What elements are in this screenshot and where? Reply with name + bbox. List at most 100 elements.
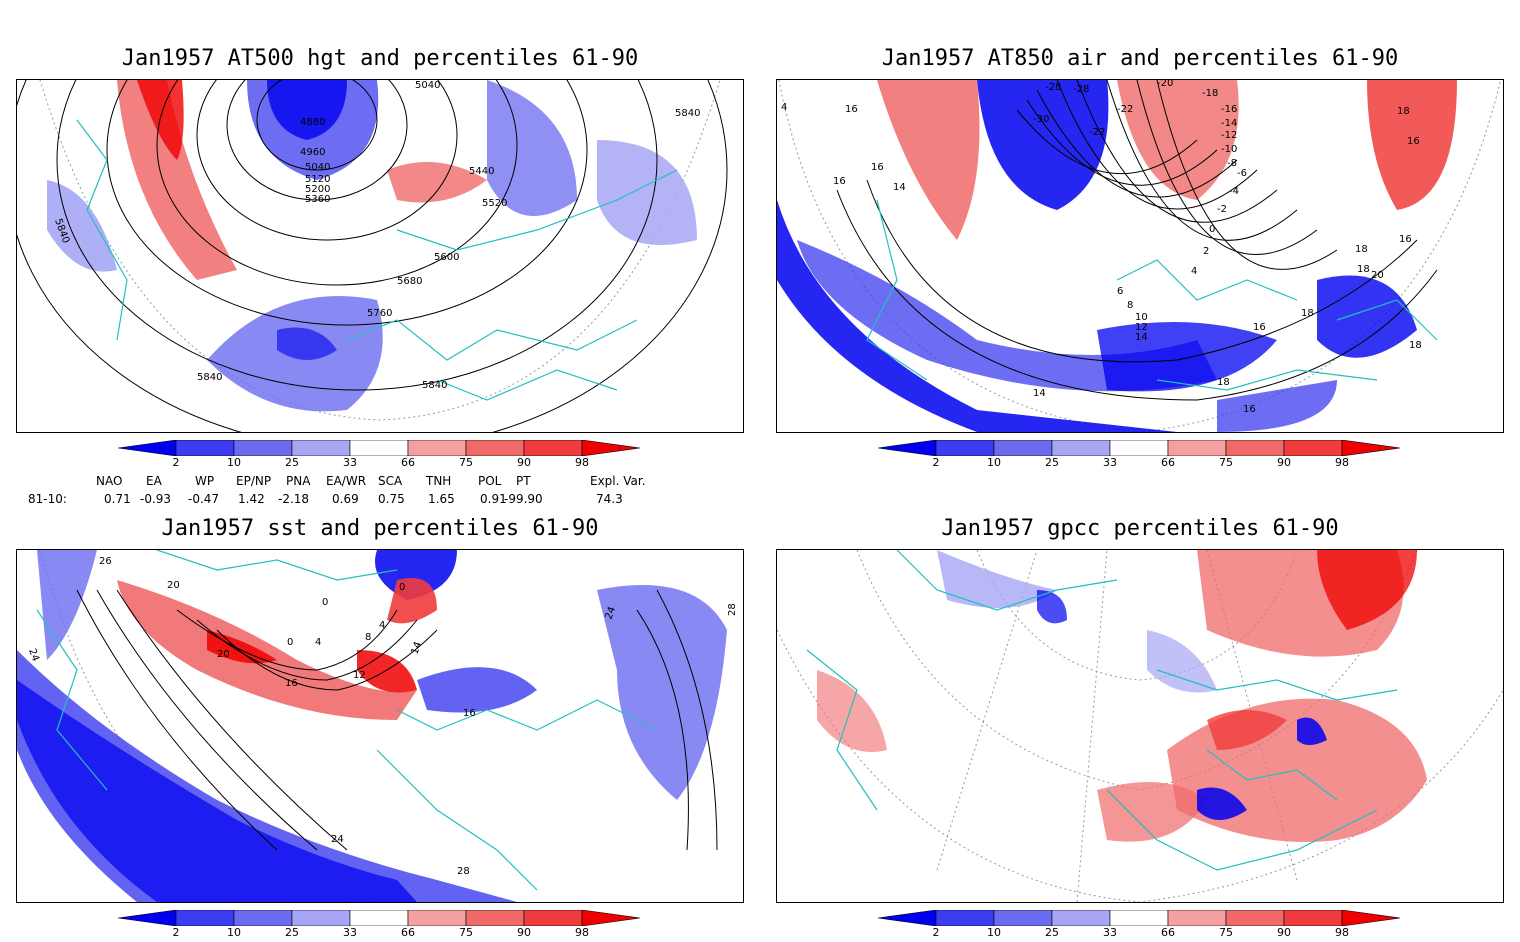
contour-label: 12 (353, 670, 366, 681)
index-value: 0.71 (104, 492, 131, 506)
cb-seg (1167, 439, 1227, 457)
cb-seg (993, 909, 1053, 927)
contour-label: 2 (1203, 246, 1209, 257)
panel-title-sst: Jan1957 sst and percentiles 61-90 (161, 516, 599, 541)
cb-seg (291, 439, 351, 457)
cb-seg (1109, 439, 1169, 457)
index-value: 1.65 (428, 492, 455, 506)
cb-seg (1109, 909, 1169, 927)
contour-label: -14 (1221, 118, 1237, 129)
colorbar-sst: 2 10 25 33 66 75 90 98 (117, 909, 658, 942)
cb-seg (877, 909, 937, 927)
index-header: TNH (426, 474, 452, 488)
cb-seg (1225, 909, 1285, 927)
cb-label: 66 (1161, 456, 1175, 469)
index-header: Expl. Var. (590, 474, 646, 488)
contour-label: -4 (1229, 186, 1239, 197)
contour-label: 16 (1407, 136, 1420, 147)
cb-seg (465, 909, 525, 927)
contour-label: -28 (1045, 82, 1061, 93)
contour-label: 4 (781, 102, 787, 113)
cb-label: 75 (459, 926, 473, 939)
contour-label: -22 (1089, 127, 1105, 138)
cb-label: 66 (401, 926, 415, 939)
cb-seg (581, 439, 641, 457)
cb-seg (581, 909, 641, 927)
contour-label: 5360 (305, 194, 330, 205)
cb-label: 2 (932, 456, 940, 469)
contour-label: 16 (871, 162, 884, 173)
map-hgt500: 5040 4880 4960 5040 5120 5200 5360 5440 … (16, 79, 744, 433)
index-header: POL (478, 474, 502, 488)
contour-label: 5760 (367, 308, 392, 319)
contour-label: 18 (1301, 308, 1314, 319)
contour-label: 14 (1033, 388, 1046, 399)
contour-label: 28 (727, 603, 738, 616)
cb-label: 10 (987, 456, 1001, 469)
cb-seg (1051, 909, 1111, 927)
contour-label: 12 (1135, 322, 1148, 333)
contour-label: 16 (1253, 322, 1266, 333)
contour-label: -30 (1033, 114, 1049, 125)
contour-label: 16 (833, 176, 846, 187)
cb-label: 98 (1335, 926, 1349, 939)
contour-label: 5120 (305, 174, 330, 185)
index-header: WP (195, 474, 215, 488)
contour-label: 0 (399, 582, 405, 593)
cb-seg (1283, 909, 1343, 927)
contour-label: 5040 (415, 80, 440, 91)
contour-label: 10 (1135, 312, 1148, 323)
cb-seg (407, 439, 467, 457)
contour-label: 4960 (300, 147, 325, 158)
contour-label: 0 (287, 637, 293, 648)
contour-label: 4880 (300, 117, 325, 128)
map-air850: -28 -28 -30 -22 -22 -20 -18 -16 -14 -12 … (776, 79, 1504, 433)
cb-seg (1167, 909, 1227, 927)
cb-label: 66 (401, 456, 415, 469)
cb-seg (1051, 439, 1111, 457)
cb-label: 25 (285, 926, 299, 939)
cb-label: 10 (227, 456, 241, 469)
contour-label: -20 (1157, 80, 1173, 89)
contour-label: 5840 (197, 372, 222, 383)
contour-label: 26 (99, 556, 112, 567)
contour-label: 5840 (422, 380, 447, 391)
cb-seg (1341, 439, 1401, 457)
cb-seg (523, 909, 583, 927)
contour-label: 5840 (675, 108, 700, 119)
contour-label: 6 (1117, 286, 1123, 297)
contour-label: 5040 (305, 162, 330, 173)
contour-label: 20 (167, 580, 180, 591)
contour-label: 0 (322, 597, 328, 608)
cb-label: 25 (1045, 456, 1059, 469)
contour-label: -12 (1221, 130, 1237, 141)
contour-label: 5680 (397, 276, 422, 287)
cb-seg (117, 439, 177, 457)
cb-seg (175, 909, 235, 927)
cb-label: 2 (172, 456, 180, 469)
cb-label: 25 (285, 456, 299, 469)
panel-title-air850: Jan1957 AT850 air and percentiles 61-90 (881, 46, 1399, 71)
contour-label: 16 (463, 708, 476, 719)
contour-label: -10 (1221, 144, 1237, 155)
cb-label: 66 (1161, 926, 1175, 939)
map-gpcc (776, 549, 1504, 903)
index-header: PNA (286, 474, 311, 488)
cb-label: 75 (1219, 456, 1233, 469)
contour-label: 18 (1357, 264, 1370, 275)
contour-label: 8 (365, 632, 371, 643)
index-header: NAO (96, 474, 123, 488)
cb-label: 98 (1335, 456, 1349, 469)
cb-seg (175, 439, 235, 457)
contour-label: 0 (1209, 224, 1215, 235)
cb-label: 2 (172, 926, 180, 939)
contour-label: -2 (1217, 204, 1227, 215)
index-value: 74.3 (596, 492, 623, 506)
index-header: SCA (378, 474, 403, 488)
cb-seg (993, 439, 1053, 457)
cb-seg (233, 439, 293, 457)
cb-label: 10 (987, 926, 1001, 939)
panel-title-hgt500: Jan1957 AT500 hgt and percentiles 61-90 (121, 46, 639, 71)
contour-label: 16 (1399, 234, 1412, 245)
cb-label: 33 (343, 456, 357, 469)
